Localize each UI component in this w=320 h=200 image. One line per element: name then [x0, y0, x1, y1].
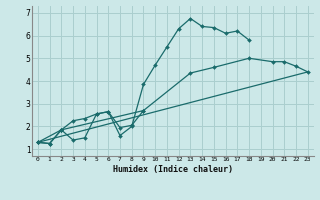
X-axis label: Humidex (Indice chaleur): Humidex (Indice chaleur)	[113, 165, 233, 174]
